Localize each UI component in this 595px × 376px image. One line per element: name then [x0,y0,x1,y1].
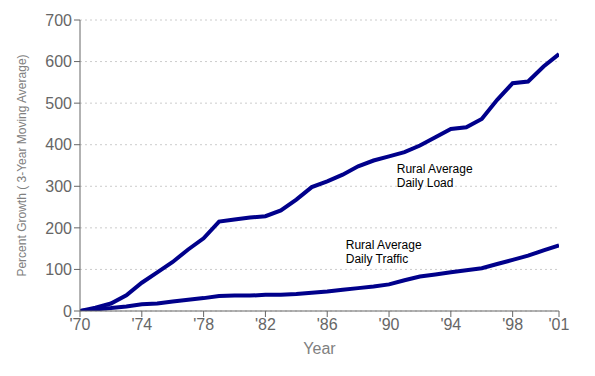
svg-text:100: 100 [45,261,72,278]
svg-text:Percent Growth ( 3-Year Moving: Percent Growth ( 3-Year Moving Average) [15,54,29,276]
svg-text:500: 500 [45,95,72,112]
svg-text:'70: '70 [70,316,91,333]
svg-text:Year: Year [303,340,336,357]
svg-text:Rural AverageDaily Traffic: Rural AverageDaily Traffic [346,238,422,266]
svg-text:'82: '82 [255,316,276,333]
svg-text:'78: '78 [193,316,214,333]
svg-text:'74: '74 [131,316,152,333]
svg-text:300: 300 [45,178,72,195]
svg-text:0: 0 [63,303,72,320]
svg-text:'86: '86 [317,316,338,333]
svg-text:200: 200 [45,220,72,237]
svg-text:700: 700 [45,12,72,29]
svg-text:400: 400 [45,136,72,153]
svg-text:Rural AverageDaily Load: Rural AverageDaily Load [397,162,473,190]
svg-text:'90: '90 [379,316,400,333]
svg-text:'01: '01 [549,316,570,333]
svg-text:'94: '94 [440,316,461,333]
svg-text:600: 600 [45,53,72,70]
svg-text:'98: '98 [502,316,523,333]
